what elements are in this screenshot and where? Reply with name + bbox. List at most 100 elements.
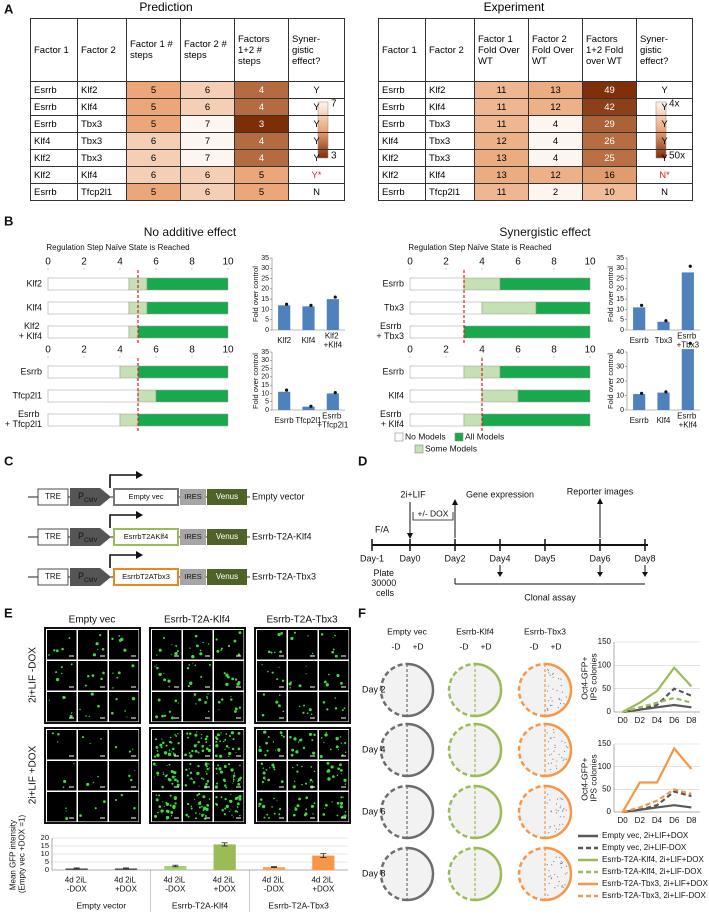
table-cell: Esrrb [378,81,426,99]
gfp-spot [217,764,220,767]
bar [657,321,670,330]
gfp-spot [232,738,235,741]
gfp-spot [193,693,197,696]
gfp-spot [206,735,209,738]
some-models-bar [119,365,139,379]
colony [556,767,558,770]
table-cell: 11 [474,183,529,201]
gfp-spot [161,738,163,740]
gfp-spot [85,715,87,717]
gfp-spot [262,771,266,775]
gfp-spot [334,697,337,699]
no-models-bar [409,365,465,379]
y-tick-label: 40 [616,349,624,356]
gfp-spot [224,807,227,810]
gfp-spot [207,643,210,645]
gfp-spot [310,713,313,716]
gfp-spot [189,754,193,758]
y-tick-label: 100 [598,660,612,669]
gfp-spot [332,775,335,778]
promoter-text: P [78,531,84,541]
gfp-spot [87,675,90,678]
table-cell: 42 [582,98,637,116]
gfp-spot [123,648,127,652]
gfp-spot [324,733,328,737]
y-tick-label: 100 [598,762,612,771]
x-tick-label: D6 [669,716,680,725]
gfp-spot [231,747,235,751]
legend-label: Esrrb-T2A-Tbx3, 2i+LIF-DOX [602,891,706,900]
colony [553,731,555,734]
gfp-spot [198,785,200,787]
plate-dox-plus [474,662,503,718]
colony [549,704,552,706]
gfp-spot [215,796,218,799]
gfp-spot [193,798,196,800]
gfp-spot [311,781,314,783]
column-header: Factors 1+2 # steps [234,18,289,82]
gfp-spot [341,709,344,712]
gfp-spot [288,682,292,686]
gfp-spot [162,773,165,775]
x-tick-label: Esrrb +Tbx3 [677,332,700,350]
x-tick-label-line: 4d 2iL [311,876,335,885]
table-title: Experiment [483,0,545,14]
y-axis-label: Fold over control [606,266,615,322]
gfp-spot [57,733,60,736]
gfp-spot [201,805,203,808]
colony [560,798,563,800]
panel-label: E [4,605,13,620]
gfp-spot [195,812,197,814]
gfp-spot [336,814,339,817]
gfp-spot [205,741,208,744]
gfp-spot [79,708,81,711]
x-tick-label: 10 [584,345,596,356]
gfp-spot [154,814,158,818]
colony [552,729,554,731]
x-tick-label: Esrrb +Tfcp2l1 [317,412,348,430]
promoter-arrow [109,554,138,568]
colony [561,886,563,888]
gfp-spot [232,780,235,783]
legend-swatch [414,444,424,454]
gfp-spot [223,764,227,769]
table-cell: 11 [474,81,529,99]
gfp-spot [68,637,71,639]
image-tile [319,661,349,691]
gfp-spot [155,764,157,767]
colony [557,885,559,887]
gfp-spot [155,738,158,741]
insert-label: EsrrbT2ATbx3 [122,572,170,581]
x-tick-label-line: -DOX [67,885,88,894]
bar [326,299,339,330]
colony [546,708,548,710]
table-cell: Esrrb [30,98,78,116]
y-tick-label: 10 [261,306,269,313]
gfp-spot [161,714,164,718]
colony [567,746,569,749]
day-label: Day 6 [362,806,386,816]
construct-name: Esrrb-T2A-Klf4 [252,531,312,541]
gfp-spot [271,806,273,808]
gfp-spot [280,780,284,784]
ires-label: IRES [184,532,202,541]
gfp-spot [216,733,220,737]
gfp-spot [161,741,165,745]
colony [564,873,567,875]
gfp-spot [70,712,73,714]
gfp-spot [294,806,297,809]
table-cell: 7 [180,132,235,150]
gfp-spot [198,698,202,702]
gfp-spot [115,698,118,701]
gfp-spot [305,808,308,811]
gfp-spot [328,673,330,676]
gfp-spot [184,753,187,757]
gfp-spot [230,793,232,795]
gfp-spot [124,710,126,712]
y-tick-label: 20 [616,378,624,385]
gfp-spot [228,751,232,756]
gfp-spot [171,643,173,645]
gfp-spot [224,748,226,751]
gfp-spot [95,642,99,646]
gfp-spot [279,807,282,810]
